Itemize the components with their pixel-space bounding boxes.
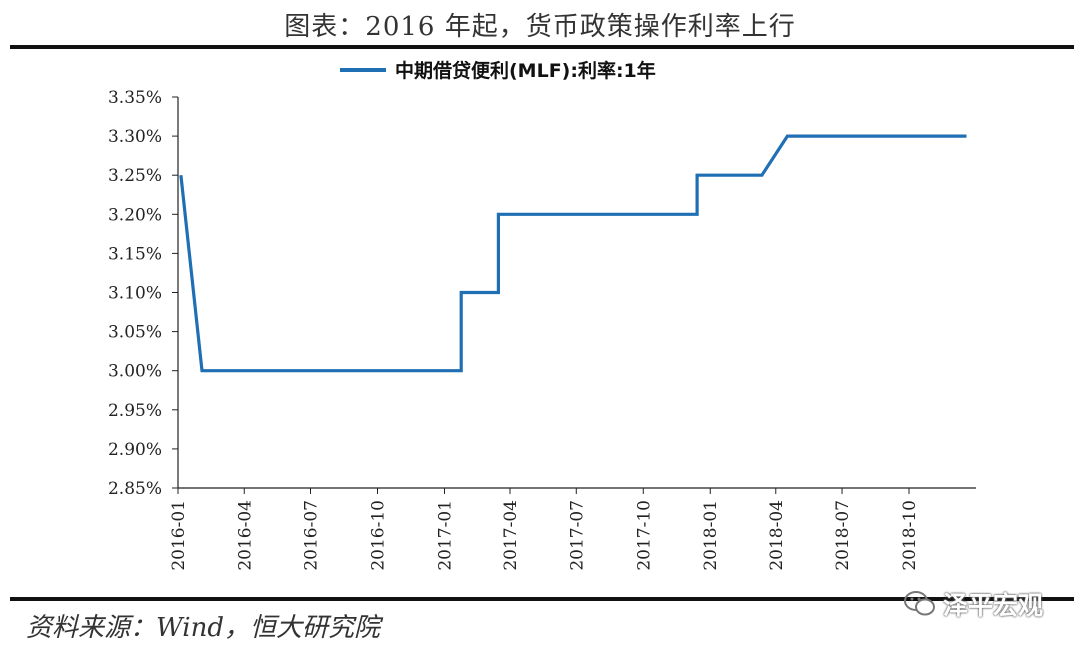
y-tick-label: 3.10%	[108, 284, 162, 304]
wechat-icon	[904, 591, 935, 616]
x-tick-label: 2016-10	[369, 500, 389, 571]
watermark: 泽平宏观	[903, 586, 1043, 622]
chart-title: 图表：2016 年起，货币政策操作利率上行	[284, 12, 796, 42]
x-tick-label: 2017-01	[435, 500, 455, 571]
y-tick-label: 3.20%	[108, 205, 162, 225]
line-chart: 中期借贷便利(MLF):利率:1年 2.85% 2.90% 2.95% 3.00% 3.…	[108, 59, 976, 571]
x-tick-label: 2017-10	[634, 500, 654, 571]
y-tick-label: 3.05%	[108, 323, 162, 343]
y-tick-label: 2.90%	[108, 440, 162, 460]
axes	[177, 97, 976, 489]
y-tick-label: 2.95%	[108, 401, 162, 421]
x-tick-label: 2016-04	[235, 500, 255, 571]
x-tick-label: 2016-07	[302, 500, 322, 571]
series-line	[179, 134, 967, 373]
y-tick-label: 3.35%	[108, 88, 162, 108]
y-tick-label: 3.30%	[108, 127, 162, 147]
x-tick-label: 2018-07	[833, 500, 853, 571]
y-tick-label: 2.85%	[108, 479, 162, 499]
legend-label: 中期借贷便利(MLF):利率:1年	[395, 59, 656, 82]
x-tick-label: 2016-01	[169, 500, 189, 571]
y-tick-label: 3.15%	[108, 244, 162, 264]
source-note: 资料来源：Wind，恒大研究院	[26, 613, 380, 643]
legend: 中期借贷便利(MLF):利率:1年	[340, 59, 656, 82]
x-tick-label: 2018-01	[701, 500, 721, 571]
y-tick-label: 3.00%	[108, 362, 162, 382]
series	[179, 134, 967, 373]
y-tick-label: 3.25%	[108, 166, 162, 186]
x-tick-label: 2018-10	[900, 500, 920, 571]
x-tick-label: 2017-07	[567, 500, 587, 571]
x-tick-label: 2018-04	[767, 500, 787, 571]
watermark-text: 泽平宏观	[943, 591, 1044, 620]
bottom-rule	[10, 597, 1074, 601]
ticks: 2.85% 2.90% 2.95% 3.00% 3.05% 3.10% 3.15% 3.20%…	[108, 88, 920, 571]
x-tick-label: 2017-04	[501, 500, 521, 571]
top-rule	[10, 45, 1074, 49]
